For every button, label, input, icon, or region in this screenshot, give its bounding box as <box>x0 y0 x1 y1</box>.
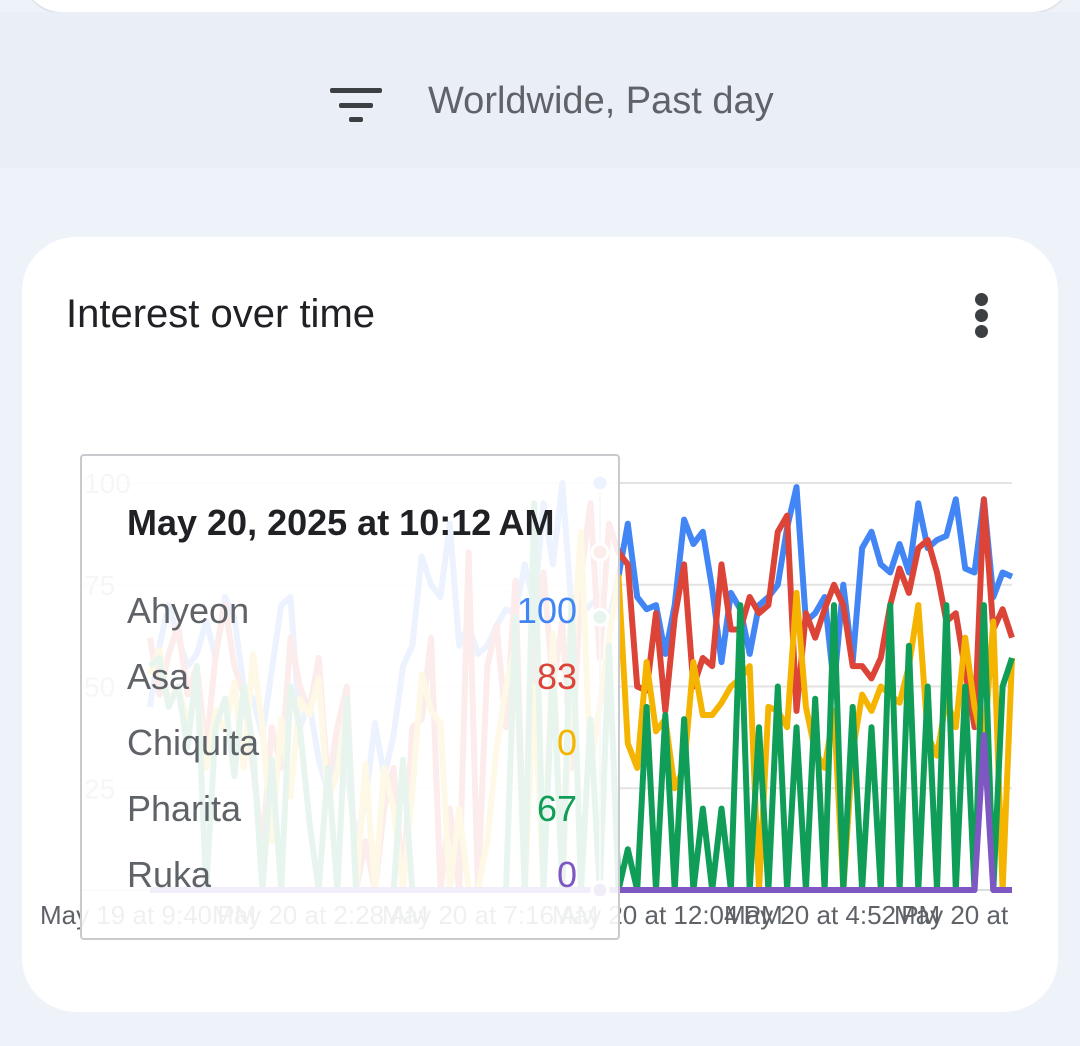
filter-icon[interactable] <box>330 86 382 124</box>
tooltip-series-value: 67 <box>536 788 577 829</box>
tooltip-series-value: 100 <box>516 590 577 631</box>
tooltip-series-value: 0 <box>556 854 577 895</box>
tooltip-series-name: Ruka <box>127 854 212 895</box>
filter-label[interactable]: Worldwide, Past day <box>428 80 774 122</box>
tooltip-row-pharita: Pharita 67 <box>127 788 577 832</box>
x-tick-label: May 20 at 4:52 PM <box>724 900 940 930</box>
tooltip-series-name: Ahyeon <box>127 590 250 631</box>
tooltip-series-name: Asa <box>127 656 190 697</box>
tooltip-series-value: 83 <box>536 656 577 697</box>
tooltip-series-name: Chiquita <box>127 722 260 763</box>
tooltip-row-ruka: Ruka 0 <box>127 854 577 898</box>
chart-tooltip: May 20, 2025 at 10:12 AM Ahyeon 100 Asa … <box>80 454 620 940</box>
tooltip-series-name: Pharita <box>127 788 242 829</box>
filter-bar[interactable]: Worldwide, Past day <box>0 12 1080 168</box>
tooltip-row-asa: Asa 83 <box>127 656 577 700</box>
tooltip-row-ahyeon: Ahyeon 100 <box>127 590 577 634</box>
card-title: Interest over time <box>66 292 376 336</box>
tooltip-row-chiquita: Chiquita 0 <box>127 722 577 766</box>
previous-card-edge <box>22 0 1072 12</box>
more-vert-icon[interactable] <box>962 287 1002 343</box>
tooltip-series-value: 0 <box>556 722 577 763</box>
x-tick-label: May 20 at <box>894 900 1009 930</box>
tooltip-date: May 20, 2025 at 10:12 AM <box>127 502 555 543</box>
